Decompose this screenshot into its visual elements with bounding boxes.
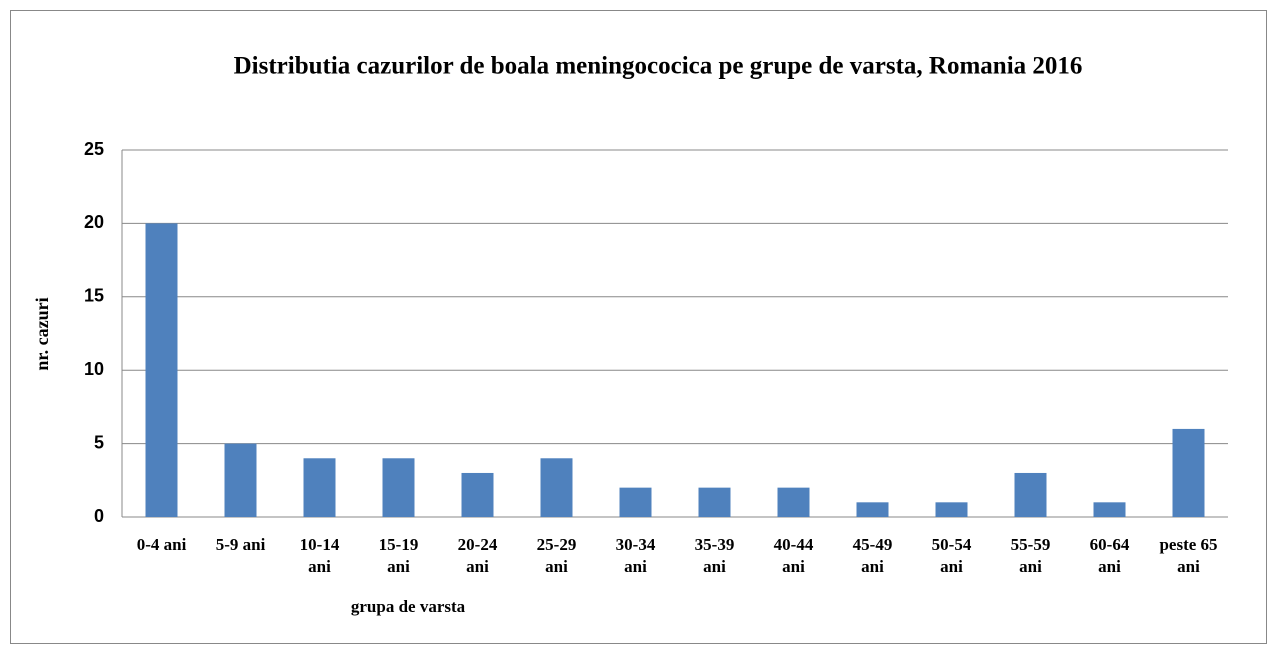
x-tick-label: 20-24 ani bbox=[458, 535, 498, 576]
bar bbox=[619, 487, 652, 517]
x-tick-label: 35-39 ani bbox=[695, 535, 735, 576]
bar bbox=[777, 487, 810, 517]
chart-title: Distributia cazurilor de boala meningoco… bbox=[234, 53, 1083, 80]
bar bbox=[698, 487, 731, 517]
x-tick-label: 50-54 ani bbox=[932, 535, 972, 576]
x-tick-label: 0-4 ani bbox=[137, 535, 187, 554]
bar bbox=[461, 472, 494, 517]
bar bbox=[540, 458, 573, 517]
x-tick-label: 15-19 ani bbox=[379, 535, 419, 576]
x-tick-label: 45-49 ani bbox=[853, 535, 893, 576]
bar bbox=[303, 458, 336, 517]
y-tick-label: 10 bbox=[84, 359, 104, 379]
y-tick-label: 0 bbox=[94, 506, 104, 526]
y-axis-label: nr. cazuri bbox=[32, 297, 52, 370]
chart-border bbox=[10, 10, 1267, 644]
x-axis-label: grupa de varsta bbox=[351, 597, 466, 616]
y-tick-label: 20 bbox=[84, 212, 104, 232]
x-tick-label: 5-9 ani bbox=[216, 535, 266, 554]
bar bbox=[935, 502, 968, 517]
y-tick-label: 25 bbox=[84, 139, 104, 159]
bar bbox=[224, 443, 257, 517]
x-tick-label: 55-59 ani bbox=[1011, 535, 1051, 576]
x-tick-label: peste 65 ani bbox=[1159, 535, 1217, 576]
x-tick-label: 10-14 ani bbox=[300, 535, 340, 576]
x-tick-label: 40-44 ani bbox=[774, 535, 814, 576]
bar bbox=[1093, 502, 1126, 517]
bar bbox=[145, 223, 178, 517]
y-tick-label: 15 bbox=[84, 286, 104, 306]
bar bbox=[1014, 472, 1047, 517]
y-tick-label: 5 bbox=[94, 432, 104, 452]
bar bbox=[856, 502, 889, 517]
x-tick-label: 25-29 ani bbox=[537, 535, 577, 576]
x-tick-label: 30-34 ani bbox=[616, 535, 656, 576]
bar bbox=[382, 458, 415, 517]
x-tick-label: 60-64 ani bbox=[1090, 535, 1130, 576]
bar bbox=[1172, 428, 1205, 517]
